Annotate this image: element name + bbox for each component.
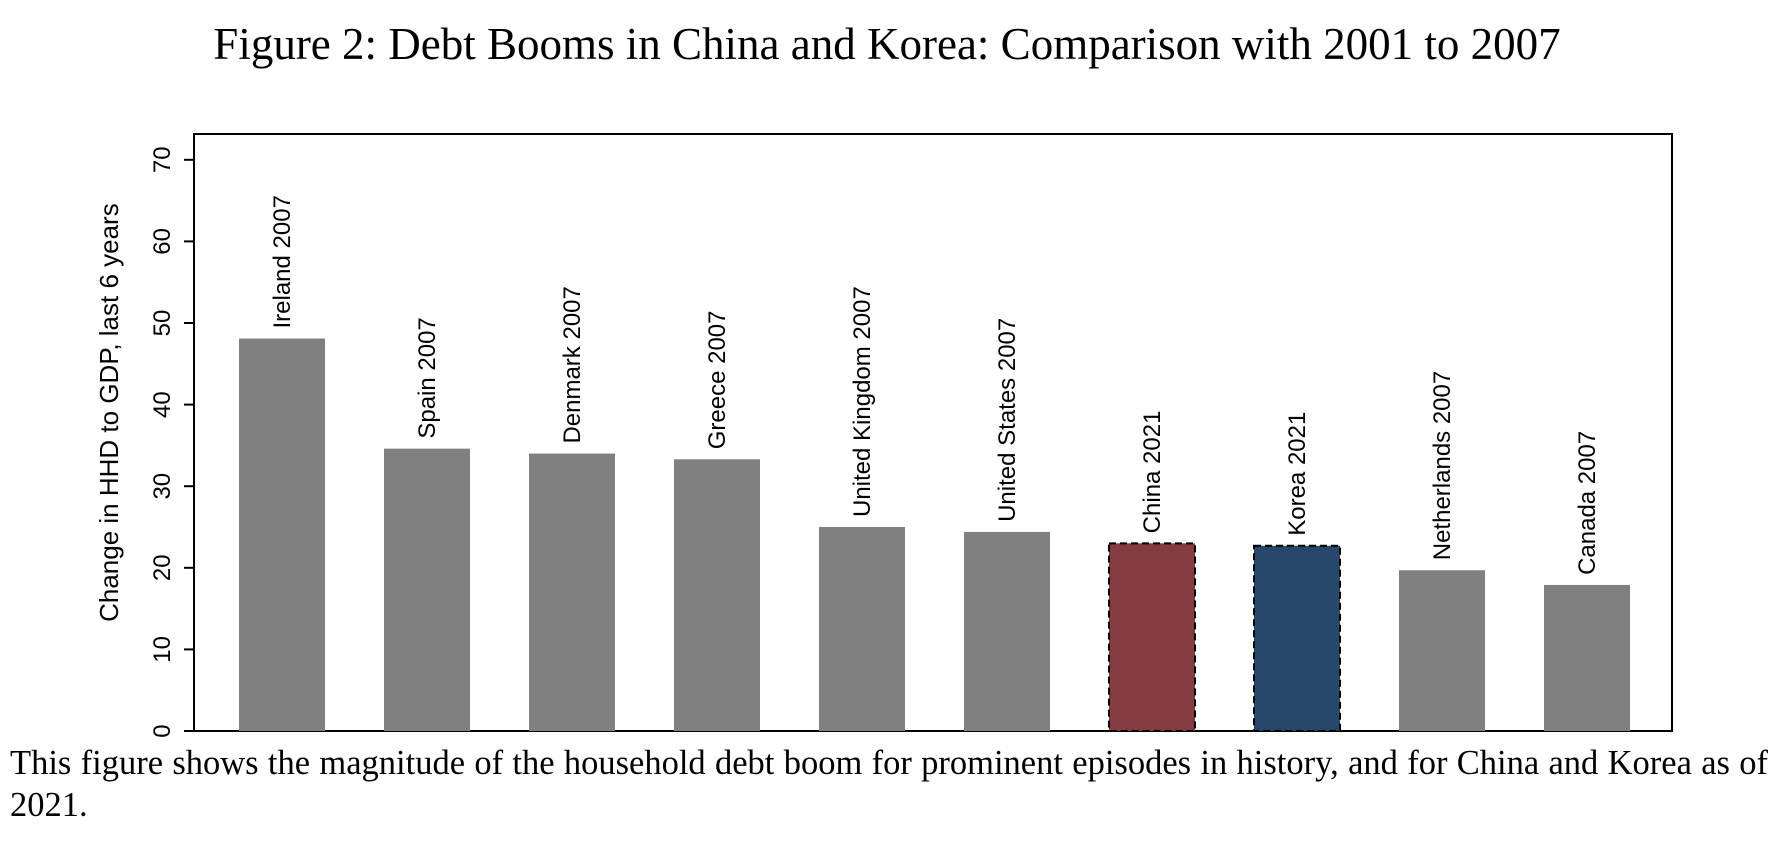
bar-label: Ireland 2007 (269, 195, 296, 328)
y-tick-label: 60 (149, 228, 176, 255)
bar-label: United States 2007 (994, 318, 1021, 522)
y-tick-label: 50 (149, 310, 176, 337)
bar-label: Spain 2007 (414, 317, 441, 438)
bar-canada-2007 (1544, 584, 1630, 731)
bar-label: Greece 2007 (704, 311, 731, 450)
bar-label: Korea 2021 (1284, 412, 1311, 536)
bar-korea-2021 (1253, 544, 1341, 732)
bar-greece-2007 (674, 459, 760, 731)
bar-label: Denmark 2007 (559, 286, 586, 443)
y-axis-title: Change in HHD to GDP, last 6 years (94, 203, 124, 622)
figure-title: Figure 2: Debt Booms in China and Korea:… (213, 19, 1561, 69)
bar-label: United Kingdom 2007 (849, 286, 876, 517)
y-tick-label: 30 (149, 473, 176, 500)
y-axis: 0 10 20 30 40 50 60 70 (149, 146, 194, 738)
bar-netherlands-2007 (1399, 570, 1485, 731)
bar-denmark-2007 (529, 453, 615, 731)
bar-label: Netherlands 2007 (1429, 371, 1456, 560)
bar-united-kingdom-2007 (819, 527, 905, 731)
bar-chart: 0 10 20 30 40 50 60 70 Change in HHD to GDP, la… (94, 133, 1673, 738)
bar-label: Canada 2007 (1574, 431, 1601, 575)
figure-caption: This figure shows the magnitude of the h… (10, 744, 1768, 824)
y-tick-label: 40 (149, 391, 176, 418)
y-tick-label: 70 (149, 146, 176, 173)
plot-area-frame (193, 133, 1673, 732)
bar-united-states-2007 (964, 531, 1050, 731)
bar-spain-2007 (384, 448, 470, 731)
bar-label: China 2021 (1139, 411, 1166, 534)
bar-labels-group: Ireland 2007 Spain 2007 Denmark 2007 Greece… (269, 195, 1601, 575)
bar-ireland-2007 (239, 338, 325, 731)
bars-group (239, 338, 1630, 732)
y-tick-label: 20 (149, 554, 176, 581)
y-tick-label: 0 (149, 724, 176, 737)
y-tick-label: 10 (149, 636, 176, 663)
bar-china-2021 (1108, 542, 1196, 732)
